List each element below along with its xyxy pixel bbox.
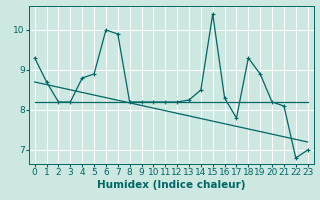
X-axis label: Humidex (Indice chaleur): Humidex (Indice chaleur) [97,180,245,190]
